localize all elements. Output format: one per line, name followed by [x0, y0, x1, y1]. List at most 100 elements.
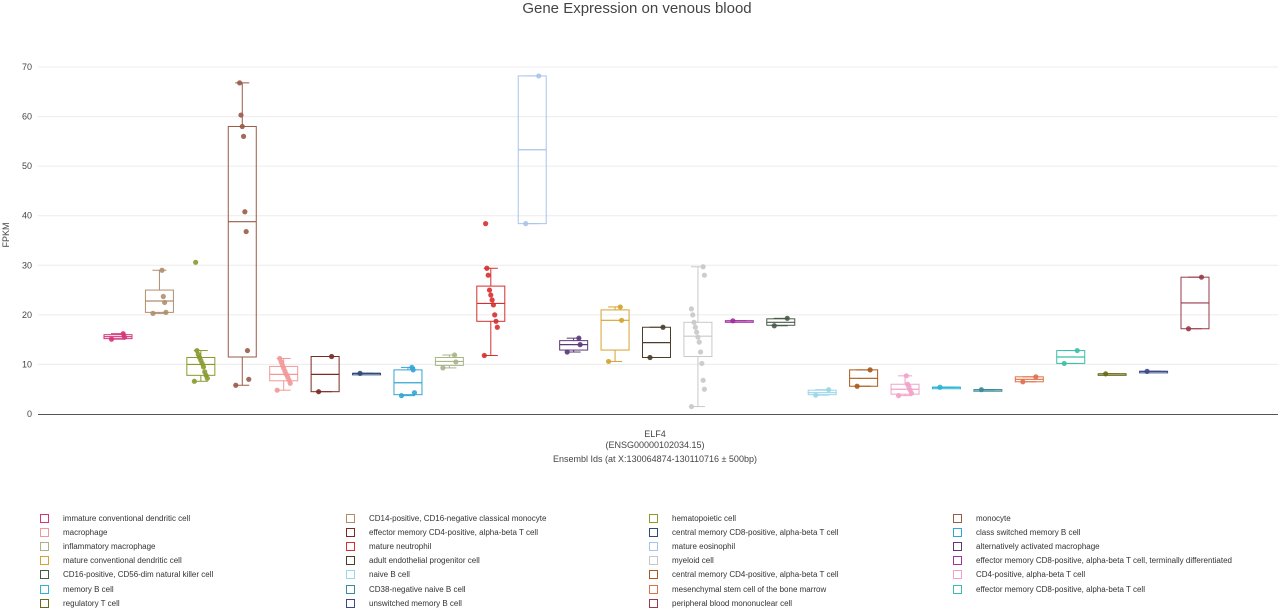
box-iqr	[227, 125, 257, 358]
data-point	[1061, 360, 1067, 367]
legend-item[interactable]: CD14-positive, CD16-negative classical m…	[346, 511, 546, 525]
legend-label: peripheral blood mononuclear cell	[672, 598, 793, 608]
data-point	[1144, 368, 1150, 374]
legend-label: inflammatory macrophage	[63, 541, 156, 551]
data-point	[489, 297, 495, 303]
legend-item[interactable]: class switched memory B cell	[953, 525, 1080, 539]
data-point	[274, 387, 280, 393]
data-point	[120, 331, 126, 337]
legend-item[interactable]: myeloid cell	[649, 554, 714, 568]
legend-item[interactable]: CD4-positive, alpha-beta T cell	[953, 568, 1085, 582]
legend-item[interactable]: mature conventional dendritic cell	[40, 554, 182, 568]
legend-swatch	[346, 584, 355, 594]
legend-swatch	[649, 513, 658, 523]
data-point	[194, 347, 200, 354]
data-point	[490, 302, 497, 308]
data-point	[700, 264, 706, 270]
legend-label: central memory CD8-positive, alpha-beta …	[672, 527, 839, 537]
legend-item[interactable]: CD38-negative naive B cell	[346, 582, 466, 596]
box-monocyte	[227, 80, 257, 388]
legend-item[interactable]: mature eosinophil	[649, 539, 735, 553]
box-naive-b-cell	[807, 387, 837, 398]
legend-label: effector memory CD4-positive, alpha-beta…	[369, 527, 538, 537]
data-point	[246, 376, 252, 382]
legend-label: mature eosinophil	[672, 541, 736, 551]
legend-swatch	[40, 584, 49, 594]
data-point	[195, 351, 201, 358]
legend-swatch	[953, 513, 962, 523]
legend-item[interactable]: CD16-positive, CD56-dim natural killer c…	[40, 568, 213, 582]
box-cd14-positive-cd16-negative-classical-monocyte	[144, 267, 174, 316]
y-tick-label-60: 60	[22, 112, 32, 122]
data-point	[329, 353, 335, 360]
legend-item[interactable]: unswitched memory B cell	[346, 596, 462, 610]
chart-title: Gene Expression on venous blood	[522, 0, 751, 17]
box-unswitched-memory-b-cell	[1139, 368, 1169, 374]
legend-label: mesenchymal stem cell of the bone marrow	[672, 584, 827, 594]
data-point	[978, 387, 984, 393]
legend-item[interactable]: central memory CD8-positive, alpha-beta …	[649, 525, 838, 539]
legend-item[interactable]: adult endothelial progenitor cell	[346, 554, 480, 568]
legend-item[interactable]: effector memory CD8-positive, alpha-beta…	[953, 582, 1145, 596]
legend-item[interactable]: memory B cell	[40, 582, 114, 596]
y-tick-label-70: 70	[22, 62, 32, 72]
data-point	[867, 367, 873, 373]
legend-swatch	[346, 527, 355, 537]
legend-label: central memory CD4-positive, alpha-beta …	[672, 570, 839, 580]
y-tick-label-20: 20	[22, 310, 32, 320]
data-point	[453, 359, 459, 365]
legend-swatch	[953, 527, 962, 537]
box-alternatively-activated-macrophage	[559, 335, 589, 355]
legend-item[interactable]: naive B cell	[346, 568, 410, 582]
legend-item[interactable]: alternatively activated macrophage	[953, 539, 1100, 553]
legend-item[interactable]: macrophage	[40, 525, 107, 539]
legend-item[interactable]: hematopoietic cell	[649, 511, 736, 525]
data-point	[688, 403, 695, 410]
box-mesenchymal-stem-cell-of-the-bone-marrow	[1014, 374, 1044, 385]
y-tick-label-0: 0	[27, 409, 32, 419]
legend-label: alternatively activated macrophage	[976, 541, 1100, 551]
data-point	[701, 272, 708, 278]
legend-label: immature conventional dendritic cell	[63, 513, 191, 523]
y-tick-label-30: 30	[22, 260, 32, 270]
legend-item[interactable]: regulatory T cell	[40, 596, 120, 610]
data-point	[692, 324, 698, 330]
legend-label: CD4-positive, alpha-beta T cell	[976, 570, 1086, 580]
data-point	[409, 364, 415, 371]
x-axis-ensembl-id: (ENSG00000102034.15)	[605, 440, 704, 450]
legend-item[interactable]: effector memory CD4-positive, alpha-beta…	[346, 525, 538, 539]
legend-swatch	[649, 598, 658, 608]
data-point	[159, 267, 165, 273]
box-immature-conventional-dendritic-cell	[103, 331, 133, 342]
data-point	[240, 133, 247, 139]
legend-item[interactable]: effector memory CD8-positive, alpha-beta…	[953, 554, 1232, 568]
data-point	[1033, 374, 1039, 380]
data-point	[784, 315, 790, 321]
legend-swatch	[649, 584, 658, 594]
legend-item[interactable]: mesenchymal stem cell of the bone marrow	[649, 582, 826, 596]
data-point	[492, 312, 498, 318]
legend-item[interactable]: peripheral blood mononuclear cell	[649, 596, 792, 610]
legend-label: memory B cell	[63, 584, 114, 594]
data-point	[488, 292, 494, 298]
box-regulatory-t-cell	[1097, 371, 1127, 377]
data-point	[242, 209, 248, 215]
legend-item[interactable]: central memory CD4-positive, alpha-beta …	[649, 568, 838, 582]
y-tick-label-10: 10	[22, 359, 32, 369]
legend-swatch	[953, 541, 962, 551]
legend-item[interactable]: mature neutrophil	[346, 539, 431, 553]
box-cd16-positive-cd56-dim-natural-killer-cell	[766, 315, 796, 329]
y-tick-label-40: 40	[22, 211, 32, 221]
data-point	[193, 259, 199, 265]
data-point	[701, 386, 708, 392]
data-point	[523, 221, 529, 227]
box-myeloid-cell	[683, 264, 713, 410]
legend-item[interactable]: immature conventional dendritic cell	[40, 511, 190, 525]
data-point	[697, 349, 704, 355]
data-point	[536, 73, 542, 79]
data-point	[691, 319, 697, 325]
data-point	[905, 381, 911, 387]
legend-item[interactable]: inflammatory macrophage	[40, 539, 155, 553]
legend-item[interactable]: monocyte	[953, 511, 1011, 525]
box-inflammatory-macrophage	[434, 352, 464, 371]
